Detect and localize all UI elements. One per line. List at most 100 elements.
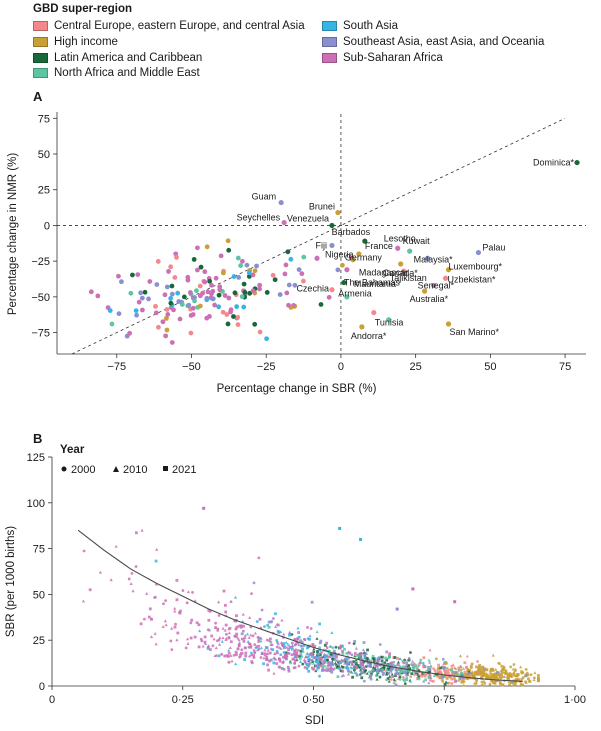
data-point [346,669,350,673]
data-point [500,664,504,668]
data-point [366,648,369,652]
data-point [327,651,331,655]
labeled-point [386,317,392,323]
data-point [260,608,264,612]
data-point [405,673,409,677]
data-point [446,681,450,685]
data-point [401,659,405,663]
data-point [253,643,257,647]
data-point [310,651,314,655]
data-point [255,620,259,623]
data-point [224,638,228,642]
data-point [266,648,270,652]
x-tick-label: 1·00 [564,694,586,706]
data-point [248,616,252,619]
data-point [217,284,223,290]
data-point [318,653,322,657]
data-point [257,329,263,335]
data-point [394,683,398,687]
data-point [428,667,432,671]
data-point [130,571,134,575]
data-point [494,673,498,677]
data-point [270,272,276,278]
data-point [440,675,444,679]
data-point [320,669,324,672]
data-point [297,664,301,668]
data-point [519,682,523,686]
data-point [208,648,212,651]
legend-item-sub-saharan: Sub-Saharan Africa [322,52,443,64]
data-point [197,303,203,309]
data-point [225,632,228,636]
data-point [373,668,377,672]
data-point [368,674,372,678]
legend-label: High income [54,36,118,48]
data-point [235,255,241,261]
data-point [402,661,406,665]
data-point [287,651,291,655]
data-point [498,681,502,684]
data-point [493,681,497,685]
year-label: 2021 [172,464,196,476]
data-point [214,653,219,657]
data-point [241,304,247,310]
point-label: Tajikistan [390,273,427,283]
data-point [296,267,302,273]
data-point [169,283,175,289]
data-point [330,631,334,634]
data-point [299,639,303,643]
data-point [305,651,309,655]
data-point [527,677,530,681]
data-point [189,636,193,640]
x-axis-label: Percentage change in SBR (%) [217,383,377,395]
data-point [312,655,316,659]
data-point [462,683,466,687]
data-point [274,612,277,616]
data-point [135,272,141,277]
outlier-point [359,537,363,541]
data-point [462,666,466,670]
data-point [163,315,169,321]
data-point [463,661,467,665]
data-point [290,641,294,645]
data-point [485,673,489,677]
data-point [301,647,304,651]
data-point [236,647,240,651]
data-point [337,663,341,666]
data-point [393,679,397,683]
data-point [136,299,142,305]
data-point [203,640,207,644]
data-point [343,647,346,651]
data-point [269,642,273,646]
data-point [192,298,197,304]
data-point [346,656,350,660]
data-point [488,682,492,686]
data-point [247,635,251,639]
x-tick-label: −50 [182,361,201,373]
labeled-point [335,209,341,216]
data-point [355,673,359,677]
data-point [389,678,393,681]
data-point [238,624,242,628]
data-point [249,653,253,657]
data-point [362,667,367,670]
legend-label: Southeast Asia, east Asia, and Oceania [343,36,545,48]
data-point [353,652,357,655]
data-point [153,632,157,635]
legend-swatch [33,53,48,63]
data-point [510,680,514,684]
data-point [454,679,458,683]
data-point [441,680,445,683]
year-marker-circle [61,466,67,472]
labeled-point [475,249,482,256]
data-point [169,340,175,345]
data-point [352,660,356,664]
y-tick-label: −75 [31,328,50,340]
data-point [234,662,238,666]
data-point [297,631,301,634]
data-point [314,664,318,668]
data-point [376,658,380,662]
data-point [417,663,421,666]
data-point [164,284,170,290]
data-point [173,606,177,610]
